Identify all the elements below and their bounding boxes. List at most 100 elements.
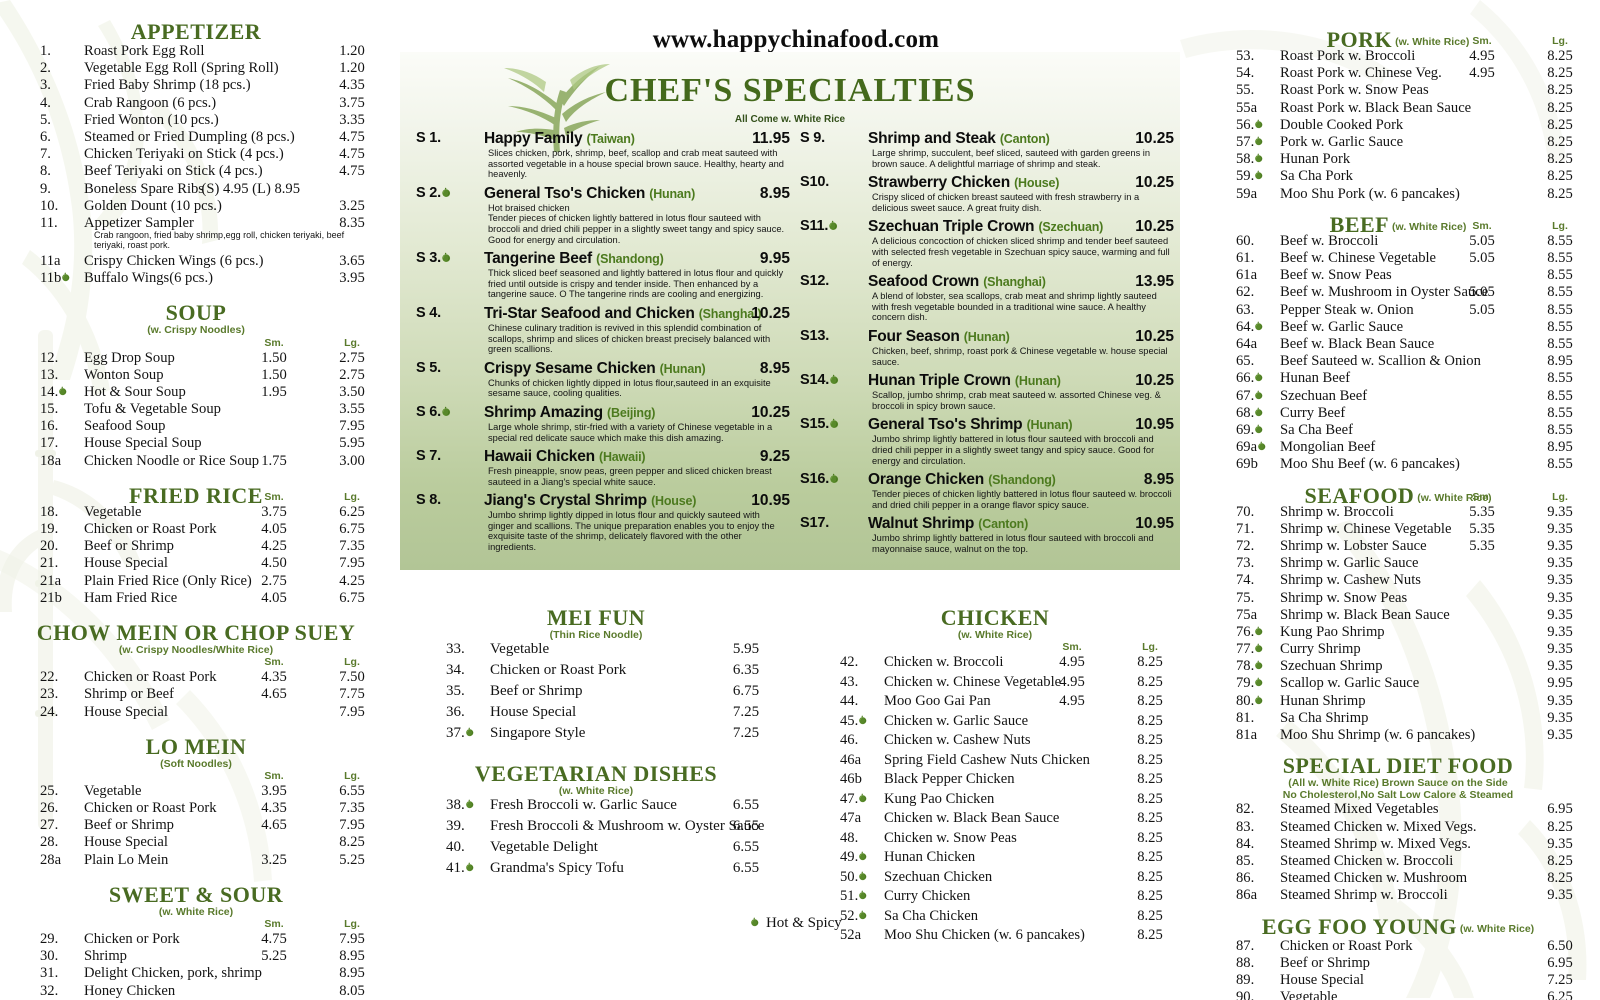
specialty-code: S13. <box>800 327 830 344</box>
item-price-small: 1.75 <box>261 452 287 469</box>
item-price-large: 4.75 <box>339 163 365 180</box>
section-title-chow-mein: CHOW MEIN OR CHOP SUEY <box>36 620 356 646</box>
menu-item-row: 65. Beef Sauteed w. Scallion & Onion 8.95 <box>1202 353 1594 370</box>
item-price-small: 4.65 <box>261 686 287 703</box>
menu-item-row: 50. Szechuan Chicken 8.25 <box>806 869 1184 889</box>
specialty-price: 13.95 <box>1135 273 1174 291</box>
menu-item-row: 81. Sa Cha Shrimp 9.35 <box>1202 710 1594 727</box>
item-name: Chicken or Roast Pork <box>84 521 217 538</box>
item-number: 10. <box>40 197 59 214</box>
size-header-beef: Sm. Lg. <box>1202 220 1594 233</box>
item-name: Moo Goo Gai Pan <box>884 693 991 710</box>
item-name: Roast Pork w. Snow Peas <box>1280 82 1429 99</box>
item-price-small: 4.95 <box>1059 693 1085 710</box>
specialty-description: A delicious concoction of chicken sliced… <box>872 236 1170 268</box>
item-number: 63. <box>1236 301 1255 318</box>
item-price-large: 9.35 <box>1547 555 1573 572</box>
item-number: 64a <box>1236 336 1258 352</box>
item-number: 5. <box>40 111 51 128</box>
item-name: Beef or Shrimp <box>490 683 583 700</box>
size-header-lo-mein: Sm. Lg. <box>6 770 386 783</box>
menu-item-row: 11. Appetizer Sampler 8.35 Crab rangoon, fr… <box>6 215 386 253</box>
menu-item-row: 19. Chicken or Roast Pork 4.05 6.75 <box>6 521 386 538</box>
item-name: Chicken w. Snow Peas <box>884 829 1017 846</box>
item-name: Beef w. Broccoli <box>1280 232 1379 249</box>
item-price-large: 8.55 <box>1547 232 1573 249</box>
item-number: 14. <box>40 384 74 401</box>
specialty-code: S14. <box>800 372 841 388</box>
section-title-appetizer: APPETIZER <box>130 19 262 44</box>
chili-pepper-icon <box>1254 119 1265 130</box>
item-number: 70. <box>1236 503 1255 520</box>
section-title-egg-foo-young: EGG FOO YOUNG (w. White Rice) <box>1261 913 1535 939</box>
item-price-large: 8.55 <box>1547 301 1573 318</box>
item-name: Roast Pork w. Broccoli <box>1280 48 1416 65</box>
item-name: Moo Shu Pork (w. 6 pancakes) <box>1280 185 1460 202</box>
item-number: 57. <box>1236 134 1270 151</box>
specialty-region: (Shandong) <box>988 473 1056 488</box>
item-number: 74. <box>1236 572 1255 589</box>
item-number: 62. <box>1236 284 1255 301</box>
item-name: Spring Field Cashew Nuts Chicken <box>884 751 1090 768</box>
item-price-large: 7.25 <box>732 725 760 742</box>
specialty-name: Walnut Shrimp (Canton) <box>868 515 1029 533</box>
item-number: 77. <box>1236 641 1270 658</box>
item-number: 43. <box>840 673 859 690</box>
item-number: 46. <box>840 732 859 749</box>
section-title-note: (w. White Rice) <box>1456 922 1535 935</box>
specialty-code: S 8. <box>416 492 441 509</box>
specialty-name: Shrimp and Steak (Canton) <box>868 130 1050 147</box>
item-name: Roast Pork w. Black Bean Sauce <box>1280 99 1472 116</box>
item-price-large: 3.55 <box>339 401 365 418</box>
item-number: 75. <box>1236 589 1255 606</box>
specialty-description: Jumbo shrimp lightly battered in lotus f… <box>872 533 1154 554</box>
item-number: 31. <box>40 965 59 982</box>
item-name: Shrimp w. Chinese Vegetable <box>1280 520 1452 537</box>
specialty-code: S12. <box>800 273 830 290</box>
specialty-item: S 2. General Tso's Chicken (Hunan) 8.95 Hot… <box>416 185 792 245</box>
section-seafood: SEAFOOD (w. White Rice) Sm. Lg. 70. Shrimp w… <box>1196 483 1600 745</box>
item-name: Chicken or Roast Pork <box>84 669 217 686</box>
size-label-small: Sm. <box>264 656 284 669</box>
item-number: 69a <box>1236 439 1270 456</box>
item-number: 9. <box>40 180 51 197</box>
item-name: Beef or Shrimp <box>84 538 174 555</box>
specialty-description: Large whole shrimp, stir-fried with a va… <box>488 421 773 443</box>
item-number: 66. <box>1236 370 1270 387</box>
item-price-large: 8.55 <box>1547 336 1573 352</box>
item-price-small: 4.95 <box>1059 673 1085 690</box>
specialty-name: Four Season (Hunan) <box>868 327 1010 345</box>
item-number: 61a <box>1236 267 1258 284</box>
menu-item-row: 31. Delight Chicken, pork, shrimp 8.95 <box>6 965 386 982</box>
item-name: Pepper Steak w. Onion <box>1280 301 1414 318</box>
section-subtitle-chow-mein: (w. Crispy Noodles/White Rice) <box>118 644 274 657</box>
specialty-description: Fresh pineapple, snow peas, green pepper… <box>488 466 772 487</box>
menu-item-row: 78. Szechuan Shrimp 9.35 <box>1202 658 1594 675</box>
menu-item-row: 1. Roast Pork Egg Roll 1.20 <box>6 43 386 60</box>
item-number: 12. <box>40 349 59 366</box>
item-price-large: 8.55 <box>1547 456 1573 473</box>
item-number: 88. <box>1236 954 1255 971</box>
item-name: Sa Cha Chicken <box>884 907 979 924</box>
item-name: Chicken or Roast Pork <box>1280 937 1413 954</box>
item-name: Moo Shu Chicken (w. 6 pancakes) <box>884 927 1085 944</box>
item-number: 39. <box>446 818 465 835</box>
size-label-large: Lg. <box>1552 219 1568 232</box>
menu-item-row: 6. Steamed or Fried Dumpling (8 pcs.) 4.75 <box>6 129 386 146</box>
specialty-price: 10.95 <box>1135 515 1174 533</box>
menu-item-row: 52. Sa Cha Chicken 8.25 <box>806 908 1184 928</box>
item-name: Steamed or Fried Dumpling (8 pcs.) <box>84 129 295 146</box>
specialty-item: S10. Strawberry Chicken (House) 10.25 Crisp… <box>800 174 1176 213</box>
item-price-small: 5.35 <box>1469 537 1495 554</box>
menu-item-row: 40. Vegetable Delight 6.55 <box>412 839 780 860</box>
section-title-note: (w. White Rice) <box>1389 220 1467 233</box>
item-price-small: 5.35 <box>1469 520 1495 537</box>
item-number: 18a <box>40 452 62 469</box>
menu-item-row: 86a Steamed Shrimp w. Broccoli 9.35 <box>1202 887 1594 904</box>
item-number: 1. <box>40 43 51 60</box>
chili-pepper-icon <box>1254 372 1265 383</box>
item-number: 25. <box>40 782 59 799</box>
item-number: 28. <box>40 834 59 851</box>
item-price-large: 4.75 <box>339 146 365 163</box>
